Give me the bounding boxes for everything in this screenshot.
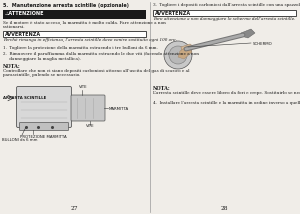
FancyBboxPatch shape — [71, 95, 105, 121]
Circle shape — [164, 41, 192, 69]
Text: VITE: VITE — [86, 124, 94, 128]
Text: ⚠ATTENZIONE: ⚠ATTENZIONE — [4, 11, 44, 16]
Text: VITE: VITE — [79, 85, 88, 89]
Text: Se il motore è stato acceso, la marmitta è molto calda. Fare attenzione a non
us: Se il motore è stato acceso, la marmitta… — [3, 20, 166, 29]
Text: 3.  Togliere i depositi carboniosi dall’arresta scintille con una spazzola.: 3. Togliere i depositi carboniosi dall’a… — [153, 3, 300, 7]
Text: MARMITTA: MARMITTA — [109, 107, 129, 111]
Text: 1.  Togliere la protezione della marmitta estraendo i tre bulloni da 6 mm.: 1. Togliere la protezione della marmitta… — [3, 46, 158, 50]
Text: SCHERMO: SCHERMO — [253, 42, 273, 46]
Text: Controllare che non ci siano depositi carboniosi attorno all’uscita del gas di s: Controllare che non ci siano depositi ca… — [3, 68, 190, 77]
Text: NOTA:: NOTA: — [153, 86, 171, 91]
Polygon shape — [181, 44, 194, 54]
Text: AVVERTENZA: AVVERTENZA — [154, 11, 190, 16]
FancyBboxPatch shape — [20, 122, 68, 131]
FancyBboxPatch shape — [153, 10, 296, 16]
Text: AVVERTENZA: AVVERTENZA — [4, 32, 40, 37]
Text: danneggiare la maglia metallica).: danneggiare la maglia metallica). — [3, 56, 81, 61]
FancyBboxPatch shape — [3, 31, 146, 37]
Polygon shape — [241, 29, 255, 38]
Text: PROTEZIONE MARMITTA: PROTEZIONE MARMITTA — [20, 135, 67, 139]
Circle shape — [169, 46, 187, 64]
Text: 5.  Manutenzione arresta scintille (opzionale): 5. Manutenzione arresta scintille (opzio… — [3, 3, 129, 8]
Text: 2.  Rimuovere il paraffiamma dalla marmitta estraendo le due viti (facendo atten: 2. Rimuovere il paraffiamma dalla marmit… — [3, 52, 199, 56]
Text: Fare attenzione a non danneggiare lo schermo dell’arresta scintille.: Fare attenzione a non danneggiare lo sch… — [153, 17, 296, 21]
Text: 4.  Installare l’arresta scintille e la marmitta in ordine inverso a quello di m: 4. Installare l’arresta scintille e la m… — [153, 101, 300, 105]
Polygon shape — [178, 46, 192, 59]
Text: ARRESTA SCINTILLE: ARRESTA SCINTILLE — [3, 96, 46, 100]
FancyBboxPatch shape — [3, 10, 146, 19]
FancyBboxPatch shape — [16, 86, 71, 128]
Text: NOTA:: NOTA: — [3, 64, 21, 68]
Text: 28: 28 — [220, 206, 228, 211]
Text: BULLONI da 6 mm: BULLONI da 6 mm — [2, 138, 38, 142]
Text: Perché rimanga in efficienza, l’arresta scintille deve venire sostituito ogni 10: Perché rimanga in efficienza, l’arresta … — [3, 38, 177, 42]
Text: 27: 27 — [70, 206, 78, 211]
Text: L’arresta scintille deve essere libero da fori e crepe. Sostituirlo se necessari: L’arresta scintille deve essere libero d… — [153, 91, 300, 95]
